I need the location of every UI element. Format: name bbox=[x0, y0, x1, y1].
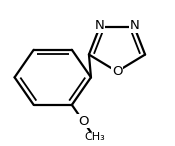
Text: N: N bbox=[130, 19, 139, 32]
Text: O: O bbox=[78, 115, 88, 128]
Text: CH₃: CH₃ bbox=[84, 132, 105, 142]
Text: N: N bbox=[95, 19, 104, 32]
Text: O: O bbox=[112, 65, 122, 78]
